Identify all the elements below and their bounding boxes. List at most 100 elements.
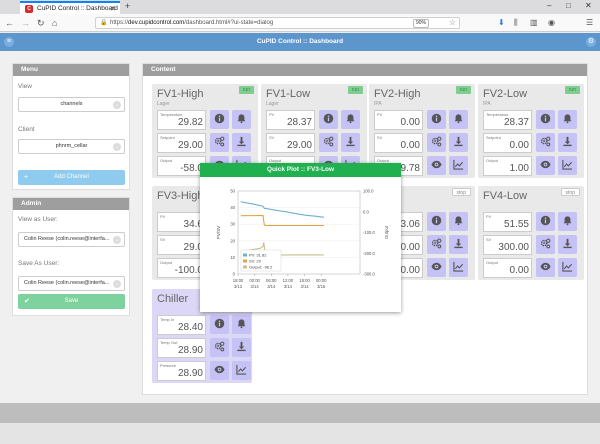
- channel-value-label: Output: [160, 260, 173, 265]
- settings-icon[interactable]: ⚙: [586, 37, 596, 47]
- tab-title: CuPID Control :: Dashboard: [37, 5, 118, 12]
- channel-status-badge[interactable]: run: [564, 86, 580, 94]
- info-button[interactable]: [427, 110, 446, 129]
- bell-button[interactable]: [558, 212, 577, 231]
- channel-name: FV1-Low: [266, 88, 311, 100]
- info-button[interactable]: [210, 315, 229, 334]
- tab-bar: C CuPID Control :: Dashboard ✕ + – □ ✕: [0, 0, 600, 14]
- zoom-level[interactable]: 90%: [412, 19, 429, 28]
- y2-axis-label: Output: [384, 225, 389, 239]
- url-prefix: https://: [110, 20, 129, 26]
- reload-icon[interactable]: ↻: [37, 18, 45, 28]
- legend-entry: SV: 29: [249, 259, 262, 264]
- eye-icon: [431, 261, 442, 274]
- close-tab-icon[interactable]: ✕: [110, 6, 116, 13]
- view-select[interactable]: channels ⌄: [18, 97, 125, 112]
- line-chart-button[interactable]: [558, 258, 577, 277]
- download-button[interactable]: [449, 133, 468, 152]
- gears-button[interactable]: [427, 235, 446, 254]
- info-button[interactable]: [536, 212, 555, 231]
- channel-status-badge[interactable]: run: [455, 86, 471, 94]
- download-button[interactable]: [232, 133, 251, 152]
- channel-status-badge[interactable]: stop: [451, 188, 471, 196]
- back-icon[interactable]: ←: [5, 18, 14, 28]
- gears-button[interactable]: [427, 133, 446, 152]
- download-button[interactable]: [341, 133, 360, 152]
- gears-button[interactable]: [536, 235, 555, 254]
- channel-status-badge[interactable]: run: [238, 86, 254, 94]
- x-tick-label: 18:00: [299, 278, 310, 283]
- menu-header: Menu: [13, 64, 129, 76]
- sidebar-icon[interactable]: ▥: [530, 18, 538, 27]
- quick-plot-dialog: Quick Plot :: FV3-Low 0 10 20 30 40 50 -300.0 -…: [200, 163, 401, 312]
- channel-card: FV4-Low stop PV 51.55 SV 300.00 Output 0.…: [478, 186, 584, 280]
- browser-tab[interactable]: C CuPID Control :: Dashboard ✕: [20, 1, 120, 14]
- x-tick-label: 00:00: [316, 278, 327, 283]
- forward-icon[interactable]: →: [21, 18, 30, 28]
- line-chart-button[interactable]: [449, 156, 468, 175]
- gears-button[interactable]: [536, 133, 555, 152]
- close-window-icon[interactable]: ✕: [585, 1, 592, 10]
- line-chart-button[interactable]: [558, 156, 577, 175]
- library-icon[interactable]: ⫼: [514, 18, 518, 27]
- bell-button[interactable]: [232, 110, 251, 129]
- legend-swatch: [243, 253, 247, 257]
- eye-button[interactable]: [536, 258, 555, 277]
- gears-button[interactable]: [319, 133, 338, 152]
- add-channel-button[interactable]: + Add Channel: [18, 170, 125, 185]
- bell-button[interactable]: [449, 212, 468, 231]
- info-button[interactable]: [536, 110, 555, 129]
- bell-button[interactable]: [449, 110, 468, 129]
- info-icon: [431, 215, 442, 228]
- download-button[interactable]: [449, 235, 468, 254]
- eye-button[interactable]: [427, 258, 446, 277]
- channel-value-label: Pressure: [160, 363, 177, 368]
- channel-status-badge[interactable]: stop: [560, 188, 580, 196]
- download-icon: [236, 341, 247, 354]
- y-tick-label: 50: [230, 189, 235, 194]
- eye-button[interactable]: [536, 156, 555, 175]
- download-button[interactable]: [558, 133, 577, 152]
- y2-tick-label: 100.0: [363, 189, 374, 194]
- address-bar[interactable]: 🔒 https://dev.cupidcontrol.com/dashboard…: [95, 17, 460, 29]
- maximize-icon[interactable]: □: [566, 1, 571, 10]
- info-button[interactable]: [210, 110, 229, 129]
- channel-value-box: Output 1.00: [483, 156, 532, 176]
- home-icon[interactable]: ⌂: [52, 18, 58, 28]
- content-header: Content: [143, 64, 587, 76]
- save-button[interactable]: ✔ Save: [18, 294, 125, 309]
- bell-button[interactable]: [558, 110, 577, 129]
- new-tab-icon[interactable]: +: [125, 1, 131, 11]
- channel-subtitle: IPA: [483, 101, 491, 107]
- bell-button[interactable]: [341, 110, 360, 129]
- channel-value: -100.0: [174, 265, 203, 276]
- minimize-icon[interactable]: –: [547, 1, 552, 10]
- eye-button[interactable]: [427, 156, 446, 175]
- info-button[interactable]: [427, 212, 446, 231]
- bell-icon: [562, 113, 573, 126]
- extension-icon[interactable]: ◉: [548, 18, 555, 27]
- gears-button[interactable]: [210, 133, 229, 152]
- line-chart-button[interactable]: [449, 258, 468, 277]
- download-button[interactable]: [232, 338, 251, 357]
- bell-button[interactable]: [232, 315, 251, 334]
- channel-value: 0.00: [400, 140, 420, 151]
- channel-value-box: Temperature 28.37: [483, 110, 532, 130]
- view-as-select[interactable]: Colin Reese (colin.reese@interfa... ⌄: [18, 232, 125, 247]
- save-as-select[interactable]: Colin Reese (colin.reese@interfa... ⌄: [18, 276, 125, 291]
- channel-value-label: Output: [160, 158, 173, 163]
- gears-button[interactable]: [210, 338, 229, 357]
- eye-button[interactable]: [210, 361, 229, 380]
- info-button[interactable]: [319, 110, 338, 129]
- hamburger-icon[interactable]: ≡: [4, 37, 14, 47]
- menu-icon[interactable]: ☰: [586, 18, 594, 27]
- download-icon: [562, 238, 573, 251]
- line-chart-button[interactable]: [232, 361, 251, 380]
- channel-status-badge[interactable]: run: [347, 86, 363, 94]
- y-tick-label: 10: [230, 255, 235, 260]
- download-icon[interactable]: ⬇: [498, 18, 505, 27]
- navigation-bar: ← → ↻ ⌂ 🔒 https://dev.cupidcontrol.com/d…: [0, 14, 600, 32]
- client-select[interactable]: phnrm_cellar ⌄: [18, 139, 125, 154]
- bookmark-star-icon[interactable]: ☆: [448, 18, 456, 27]
- download-button[interactable]: [558, 235, 577, 254]
